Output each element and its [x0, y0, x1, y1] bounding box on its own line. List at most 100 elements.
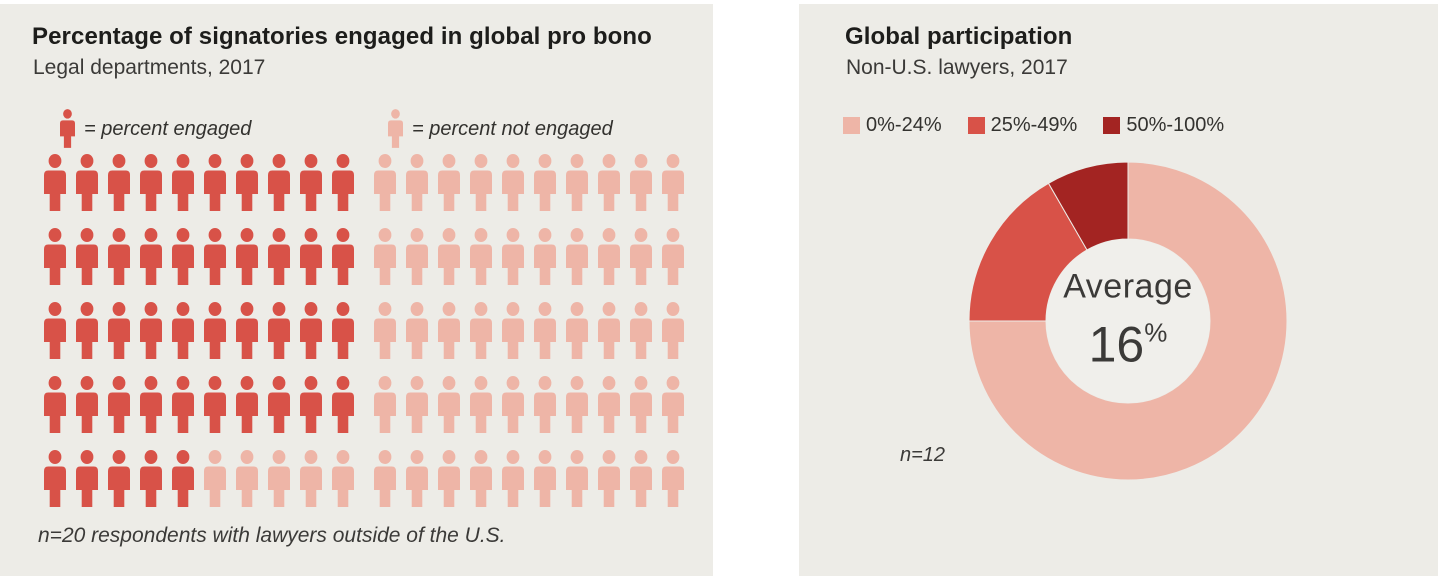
donut-title: Global participation	[845, 23, 1073, 50]
person-icon	[406, 302, 428, 359]
person-icon	[374, 302, 396, 359]
person-icon	[630, 228, 652, 285]
person-icon	[374, 450, 396, 507]
donut-panel: Global participation Non-U.S. lawyers, 2…	[799, 4, 1438, 576]
person-icon	[566, 228, 588, 285]
person-icon	[172, 450, 194, 507]
donut-center-text: Average 16%	[1063, 267, 1193, 370]
legend-item-engaged: = percent engaged	[60, 102, 251, 148]
person-icon	[630, 450, 652, 507]
person-icon	[268, 302, 290, 359]
person-icon	[534, 228, 556, 285]
person-icon	[268, 450, 290, 507]
donut-hole	[1046, 239, 1210, 403]
person-icon	[502, 376, 524, 433]
person-icon	[566, 302, 588, 359]
person-icon	[172, 376, 194, 433]
person-icon	[502, 228, 524, 285]
legend-item: 0%-24%	[843, 114, 942, 137]
person-icon	[438, 228, 460, 285]
person-icon	[108, 376, 130, 433]
legend-swatch	[1103, 117, 1121, 134]
person-icon	[566, 376, 588, 433]
person-icon	[438, 302, 460, 359]
legend-label: = percent not engaged	[412, 118, 613, 140]
person-icon	[300, 376, 322, 433]
donut-center-label: Average	[1063, 267, 1193, 306]
person-icon	[204, 228, 226, 285]
person-icon	[598, 228, 620, 285]
person-icon	[406, 154, 428, 211]
person-icon	[236, 450, 258, 507]
person-icon	[598, 450, 620, 507]
person-icon	[438, 154, 460, 211]
person-icon	[300, 302, 322, 359]
person-icon	[388, 109, 403, 148]
person-icon	[566, 154, 588, 211]
person-icon	[470, 154, 492, 211]
person-icon	[662, 450, 684, 507]
person-icon	[76, 450, 98, 507]
person-icon	[332, 376, 354, 433]
person-icon	[108, 450, 130, 507]
person-icon	[300, 154, 322, 211]
person-icon	[44, 228, 66, 285]
pictogram-title: Percentage of signatories engaged in glo…	[32, 23, 652, 50]
person-icon	[268, 154, 290, 211]
donut-center-unit: %	[1144, 317, 1168, 348]
pictogram-grid-left	[44, 154, 354, 507]
person-icon	[406, 228, 428, 285]
person-icon	[108, 228, 130, 285]
person-icon	[566, 450, 588, 507]
donut-rings	[968, 161, 1288, 481]
person-icon	[662, 228, 684, 285]
person-icon	[662, 376, 684, 433]
person-icon	[140, 376, 162, 433]
person-icon	[236, 154, 258, 211]
legend-label: 50%-100%	[1126, 114, 1225, 136]
person-icon	[60, 109, 75, 148]
person-icon	[598, 376, 620, 433]
person-icon	[332, 450, 354, 507]
donut-chart: Average 16%	[968, 161, 1288, 481]
person-icon	[236, 376, 258, 433]
pictogram-grid-right	[374, 154, 684, 507]
donut-subtitle: Non-U.S. lawyers, 2017	[846, 56, 1068, 79]
person-icon	[140, 302, 162, 359]
person-icon	[332, 228, 354, 285]
person-icon	[140, 228, 162, 285]
person-icon	[300, 450, 322, 507]
person-icon	[502, 450, 524, 507]
person-icon	[502, 154, 524, 211]
legend-item-not-engaged: = percent not engaged	[388, 102, 613, 148]
person-icon	[44, 154, 66, 211]
person-icon	[172, 154, 194, 211]
donut-center-value: 16%	[1088, 316, 1168, 373]
legend-label: 0%-24%	[866, 114, 942, 136]
person-icon	[236, 302, 258, 359]
person-icon	[76, 376, 98, 433]
person-icon	[76, 302, 98, 359]
legend-label: = percent engaged	[84, 118, 252, 140]
person-icon	[108, 154, 130, 211]
person-icon	[374, 154, 396, 211]
pictogram-panel: Percentage of signatories engaged in glo…	[0, 4, 713, 576]
person-icon	[204, 450, 226, 507]
person-icon	[630, 154, 652, 211]
person-icon	[204, 154, 226, 211]
person-icon	[332, 154, 354, 211]
person-icon	[374, 228, 396, 285]
person-icon	[598, 302, 620, 359]
person-icon	[172, 228, 194, 285]
person-icon	[204, 376, 226, 433]
person-icon	[406, 450, 428, 507]
legend-swatch	[843, 117, 860, 134]
person-icon	[662, 154, 684, 211]
person-icon	[470, 228, 492, 285]
person-icon	[332, 302, 354, 359]
person-icon	[502, 302, 524, 359]
person-icon	[44, 302, 66, 359]
person-icon	[140, 154, 162, 211]
person-icon	[236, 228, 258, 285]
person-icon	[140, 450, 162, 507]
